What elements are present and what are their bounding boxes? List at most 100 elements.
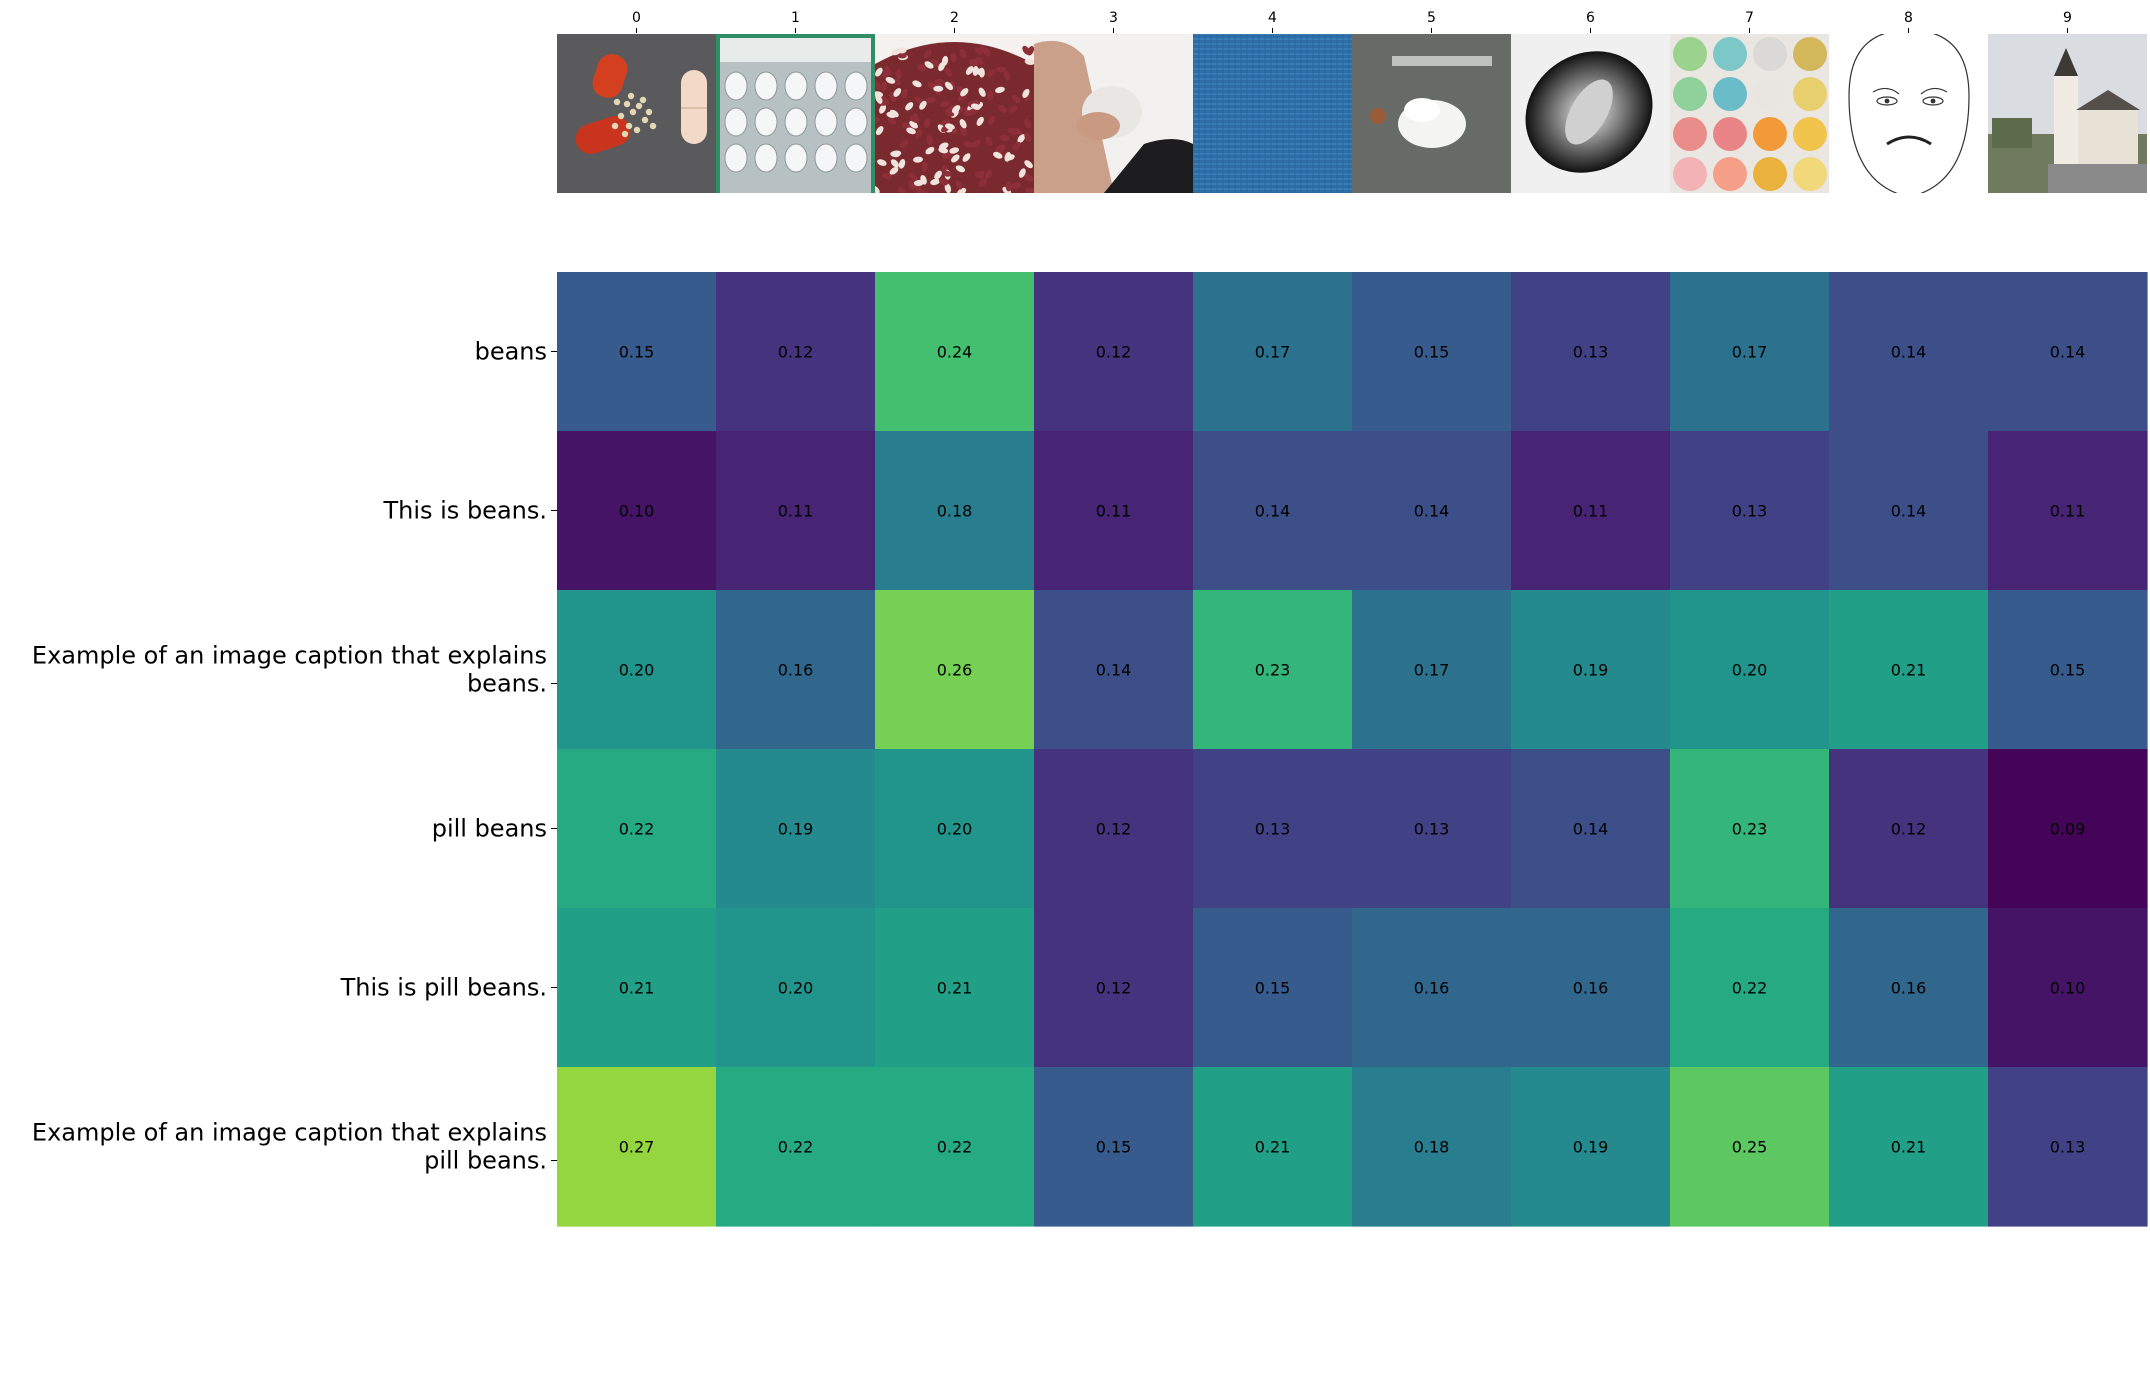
heatmap-cell (875, 272, 1035, 432)
cell-value-label: 0.22 (937, 1138, 973, 1157)
y-ticks: beans This is beans. Example of an image c… (32, 338, 557, 1175)
cell-value-label: 0.23 (1255, 661, 1291, 680)
cell-value-label: 0.20 (1732, 661, 1768, 680)
heatmap-cell (1034, 272, 1194, 432)
cell-value-label: 0.16 (1573, 979, 1609, 998)
x-tick-label-4: 4 (1268, 10, 1277, 26)
heatmap-cell (1193, 1067, 1353, 1227)
heatmap-cell (1034, 1067, 1194, 1227)
heatmap-cell (1352, 590, 1512, 750)
y-tick-label: pill beans (432, 815, 547, 843)
y-tick-label: This is beans. (382, 497, 547, 525)
cell-value-label: 0.12 (778, 343, 814, 362)
x-tick-label-7: 7 (1745, 10, 1754, 26)
x-tick-label-3: 3 (1109, 10, 1118, 26)
heatmap-cell (1193, 272, 1353, 432)
cell-value-label: 0.26 (937, 661, 973, 680)
cell-value-label: 0.21 (937, 979, 973, 998)
cell-value-label: 0.13 (1732, 502, 1768, 521)
cell-value-label: 0.11 (1096, 502, 1132, 521)
x-tick-label-2: 2 (950, 10, 959, 26)
cell-value-label: 0.25 (1732, 1138, 1768, 1157)
heatmap-cell (1988, 1067, 2148, 1227)
heatmap-cell (557, 590, 717, 750)
cell-value-label: 0.11 (778, 502, 814, 521)
heatmap-cell (1193, 431, 1353, 591)
cell-value-label: 0.09 (2050, 820, 2086, 839)
cell-value-label: 0.22 (778, 1138, 814, 1157)
image-thumbnail-5 (1352, 34, 1511, 193)
cell-value-label: 0.15 (1255, 979, 1291, 998)
image-thumbnail-2 (875, 34, 1034, 193)
cell-value-label: 0.17 (1732, 343, 1768, 362)
x-tick-label-5: 5 (1427, 10, 1436, 26)
cell-value-label: 0.16 (1891, 979, 1927, 998)
image-thumbnail-6 (1511, 34, 1670, 193)
heatmap-cell (1511, 908, 1671, 1068)
y-tick-label: Example of an image caption that explain… (32, 1119, 547, 1175)
heatmap-cells (557, 272, 2148, 1227)
cell-value-label: 0.21 (1891, 661, 1927, 680)
heatmap-cell (1034, 749, 1194, 909)
x-tick-label-1: 1 (791, 10, 800, 26)
heatmap-cell (1511, 1067, 1671, 1227)
cell-value-label: 0.15 (2050, 661, 2086, 680)
heatmap-cell (1034, 908, 1194, 1068)
cell-value-label: 0.14 (2050, 343, 2086, 362)
cell-value-label: 0.20 (619, 661, 655, 680)
heatmap-cell (557, 749, 717, 909)
heatmap-cell (1829, 590, 1989, 750)
heatmap-cell (1988, 590, 2148, 750)
image-thumbnail-4 (1193, 34, 1352, 193)
image-thumbnails (557, 34, 2147, 193)
heatmap-cell (1988, 431, 2148, 591)
heatmap-cell (1670, 749, 1830, 909)
cell-value-label: 0.14 (1891, 502, 1927, 521)
cell-value-label: 0.20 (778, 979, 814, 998)
heatmap-cell (1988, 908, 2148, 1068)
cell-value-label: 0.14 (1096, 661, 1132, 680)
heatmap-cell (1352, 431, 1512, 591)
cell-value-label: 0.23 (1732, 820, 1768, 839)
y-tick-label: This is pill beans. (340, 974, 547, 1002)
heatmap-cell (1511, 431, 1671, 591)
cell-value-label: 0.12 (1096, 820, 1132, 839)
x-tick-label-8: 8 (1904, 10, 1913, 26)
y-tick-label: Example of an image caption that explain… (32, 642, 547, 698)
heatmap-cell (716, 431, 876, 591)
cell-value-label: 0.12 (1891, 820, 1927, 839)
image-thumbnail-7 (1670, 34, 1829, 193)
cell-value-label: 0.22 (619, 820, 655, 839)
x-tick-label-6: 6 (1586, 10, 1595, 26)
cell-value-label: 0.22 (1732, 979, 1768, 998)
heatmap-cell (1670, 431, 1830, 591)
heatmap-cell (557, 1067, 717, 1227)
heatmap-cell (1829, 908, 1989, 1068)
cell-value-label: 0.18 (937, 502, 973, 521)
cell-value-label: 0.18 (1414, 1138, 1450, 1157)
heatmap-cell (1352, 908, 1512, 1068)
heatmap-cell (1352, 272, 1512, 432)
cell-value-label: 0.10 (2050, 979, 2086, 998)
cell-value-label: 0.21 (1891, 1138, 1927, 1157)
heatmap-cell (716, 590, 876, 750)
cell-value-label: 0.10 (619, 502, 655, 521)
cell-value-label: 0.15 (1096, 1138, 1132, 1157)
cell-value-label: 0.14 (1573, 820, 1609, 839)
heatmap-cell (1193, 749, 1353, 909)
heatmap-cell (1670, 1067, 1830, 1227)
cell-value-label: 0.21 (619, 979, 655, 998)
heatmap-cell (1670, 272, 1830, 432)
cell-value-label: 0.11 (1573, 502, 1609, 521)
heatmap-cell (1034, 431, 1194, 591)
image-thumbnail-9 (1988, 34, 2147, 193)
image-thumbnail-1 (716, 34, 875, 193)
heatmap-cell (1829, 1067, 1989, 1227)
cell-value-label: 0.27 (619, 1138, 655, 1157)
heatmap-cell (1670, 908, 1830, 1068)
cell-value-label: 0.19 (778, 820, 814, 839)
heatmap-cell (875, 749, 1035, 909)
cell-value-label: 0.13 (1573, 343, 1609, 362)
heatmap-cell (557, 272, 717, 432)
heatmap-cell (557, 431, 717, 591)
